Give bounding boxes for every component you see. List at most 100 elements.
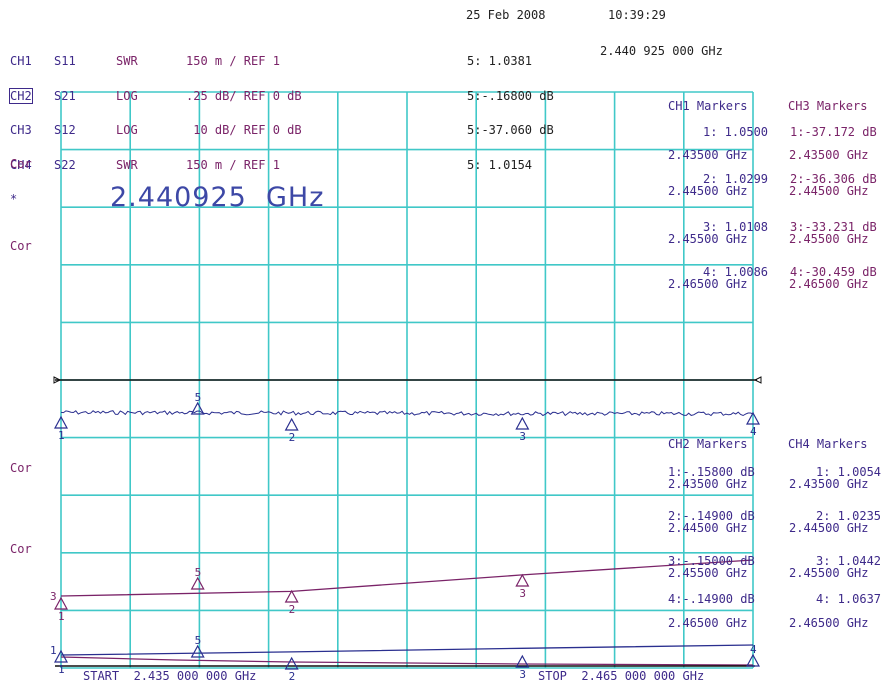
- channel-row[interactable]: CH3: [10, 123, 32, 137]
- ch1-marker-freq: 2.43500 GHz: [668, 148, 748, 162]
- ch4-trace: [60, 644, 754, 656]
- ch3-marker-2: [284, 589, 299, 603]
- stop-frequency: STOP 2.465 000 000 GHz: [538, 669, 705, 683]
- scale: 150 m / REF 1: [186, 157, 280, 172]
- ch4-marker-1: [53, 649, 69, 663]
- ch3-marker-value: 3:-33.231 dB: [790, 220, 877, 234]
- channel-list: CH1 CH2 CH3 CH4 *: [9, 33, 33, 217]
- scale: 150 m / REF 1: [186, 54, 280, 68]
- marker-frequency-large: 2.440925 GHz: [110, 182, 325, 213]
- ch3-marker-3-label: 3: [519, 587, 526, 600]
- reference-pointer-right: [753, 376, 762, 384]
- ch2-marker-freq: 2.45500 GHz: [668, 566, 748, 580]
- start-frequency: START 2.435 000 000 GHz: [83, 669, 257, 683]
- ch4-marker-3: [515, 654, 530, 668]
- ch1-marker-value: 4: 1.0086: [703, 265, 769, 279]
- ch1-marker-value: 3: 1.0108: [703, 220, 769, 234]
- ch2-marker-value: 3:-.15000 dB: [668, 554, 755, 568]
- ch3-marker-value: 1:-37.172 dB: [790, 125, 877, 139]
- ch1-marker-3: [515, 416, 530, 430]
- format-list: SWR LOG LOG SWR: [116, 33, 138, 183]
- ch1-marker-freq: 2.45500 GHz: [668, 232, 748, 246]
- ch1-marker-value: 2: 1.0299: [703, 172, 769, 186]
- channel-row[interactable]: CH4: [10, 157, 32, 172]
- ch3-marker-freq: 2.44500 GHz: [789, 184, 869, 198]
- ch3-trace: [60, 559, 754, 597]
- ch1-marker-2: [284, 417, 299, 431]
- marker-frequency: 2.440 925 000 GHz: [600, 44, 723, 58]
- marker5-value: 5: 1.0381: [467, 54, 533, 68]
- ch1-marker-4: [745, 411, 761, 425]
- format: LOG: [116, 88, 138, 103]
- ch4-marker-5-label: 5: [195, 634, 202, 647]
- ch4-marker-value: 2: 1.0235: [816, 509, 882, 523]
- ch1-marker-value: 1: 1.0500: [703, 125, 769, 139]
- ch1-marker-5-label: 5: [195, 391, 202, 404]
- ch3-markers-title: CH3 Markers: [788, 99, 868, 113]
- ch4-marker-2: [284, 656, 299, 670]
- ch3-marker-2-label: 2: [289, 603, 296, 616]
- ch1-marker-freq: 2.44500 GHz: [668, 184, 748, 198]
- ch1-markers-title: CH1 Markers: [668, 99, 748, 113]
- channel-id: CH4: [10, 157, 32, 172]
- ch3-marker-value: 4:-30.459 dB: [790, 265, 877, 279]
- param: S11: [54, 54, 76, 68]
- marker5-value: 5:-.16800 dB: [467, 88, 554, 103]
- asterisk: *: [10, 192, 18, 206]
- ch4-marker-freq: 2.46500 GHz: [789, 616, 869, 630]
- ch3-marker-freq: 2.46500 GHz: [789, 277, 869, 291]
- correction-label: Cor: [10, 239, 32, 253]
- ch1-marker-freq: 2.46500 GHz: [668, 277, 748, 291]
- ch3-marker-3: [515, 573, 530, 587]
- ch4-markers-title: CH4 Markers: [788, 437, 868, 451]
- param: S12: [54, 123, 76, 137]
- scale-list: 150 m / REF 1 .25 dB/ REF 0 dB 10 dB/ RE…: [186, 33, 302, 183]
- ch2-markers-title: CH2 Markers: [668, 437, 748, 451]
- channel-row[interactable]: CH2: [9, 87, 33, 104]
- ch4-marker-value: 1: 1.0054: [816, 465, 882, 479]
- ch4-marker-freq: 2.44500 GHz: [789, 521, 869, 535]
- format: LOG: [116, 123, 138, 137]
- ch4-marker-value: 3: 1.0442: [816, 554, 882, 568]
- channel-id: CH1: [10, 54, 32, 68]
- ch1-marker-5: [190, 401, 205, 415]
- marker5-value: 5:-37.060 dB: [467, 123, 554, 137]
- marker5-list: 5: 1.0381 5:-.16800 dB 5:-37.060 dB 5: 1…: [467, 33, 554, 183]
- channel-id: CH3: [10, 123, 32, 137]
- ch3-marker-5: [190, 576, 205, 590]
- ch3-marker-freq: 2.45500 GHz: [789, 232, 869, 246]
- ch4-marker-5: [190, 644, 205, 658]
- ch2-marker-value: 4:-.14900 dB: [668, 592, 755, 606]
- ch4-marker-4: [745, 653, 761, 667]
- ch1-trace: [60, 410, 754, 417]
- ch3-marker-1: [53, 596, 69, 610]
- scale: .25 dB/ REF 0 dB: [186, 88, 302, 103]
- ch1-marker-1: [53, 415, 69, 429]
- ch4-marker-3-label: 3: [519, 668, 526, 681]
- ch4-marker-freq: 2.43500 GHz: [789, 477, 869, 491]
- ch2-marker-value: 2:-.14900 dB: [668, 509, 755, 523]
- ch1-marker-2-label: 2: [289, 431, 296, 444]
- ch4-marker-1-label: 1: [58, 663, 65, 676]
- ch3-marker-5-label: 5: [195, 566, 202, 579]
- ch2-marker-freq: 2.46500 GHz: [668, 616, 748, 630]
- param: S21: [54, 88, 76, 103]
- scale: 10 dB/ REF 0 dB: [186, 123, 302, 137]
- ch1-marker-4-label: 4: [750, 425, 757, 438]
- ch2-trace: [60, 656, 754, 666]
- channel-row[interactable]: CH1: [10, 54, 32, 68]
- marker5-value: 5: 1.0154: [467, 157, 533, 172]
- ch4-ref-label: 1: [50, 644, 57, 657]
- ch1-marker-3-label: 3: [519, 430, 526, 443]
- header-time: 10:39:29: [608, 8, 666, 22]
- format: SWR: [116, 157, 138, 172]
- header-date: 25 Feb 2008: [466, 8, 546, 22]
- ch4-marker-4-label: 4: [750, 643, 757, 656]
- ch3-ref-label: 3: [50, 590, 57, 603]
- param-list: S11 S21 S12 S22: [54, 33, 76, 183]
- ch1-marker-1-label: 1: [58, 429, 65, 442]
- ch3-marker-1-label: 1: [58, 610, 65, 623]
- ch2-marker-freq: 2.44500 GHz: [668, 521, 748, 535]
- ch4-marker-freq: 2.45500 GHz: [789, 566, 869, 580]
